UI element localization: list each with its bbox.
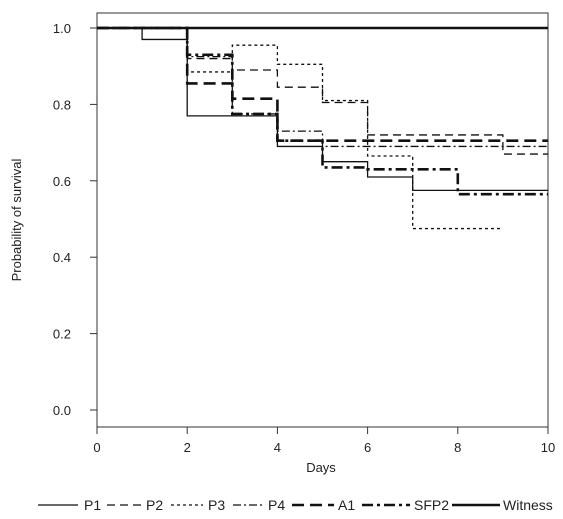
x-tick-label: 10 xyxy=(541,440,555,455)
y-tick-label: 1.0 xyxy=(53,21,71,36)
x-tick-label: 8 xyxy=(454,440,461,455)
x-axis-label: Days xyxy=(306,460,336,475)
x-tick-label: 4 xyxy=(274,440,281,455)
plot-frame xyxy=(96,12,549,428)
y-axis-label: Probability of survival xyxy=(9,158,24,281)
legend-label-sfp2: SFP2 xyxy=(414,497,449,513)
series-line-p3 xyxy=(97,27,503,230)
legend-label-p2: P2 xyxy=(146,497,163,513)
chart-axes: 0 2 4 6 8 10 0.0 0.2 0.4 0.6 0.8 1.0 xyxy=(53,12,555,455)
x-tick-label: 0 xyxy=(93,440,100,455)
y-tick-label: 0.4 xyxy=(53,250,71,265)
chart-series-layer xyxy=(97,26,548,230)
legend-label-witness: Witness xyxy=(503,497,553,513)
x-tick-label: 2 xyxy=(184,440,191,455)
legend-label-a1: A1 xyxy=(338,497,355,513)
y-tick-label: 0.0 xyxy=(53,403,71,418)
series-line-sfp2 xyxy=(97,26,548,196)
y-tick-label: 0.6 xyxy=(53,174,71,189)
x-tick-label: 6 xyxy=(364,440,371,455)
y-tick-label: 0.8 xyxy=(53,97,71,112)
chart-legend: P1 P2 P3 P4 A1 SFP2 Witness xyxy=(38,497,553,513)
series-line-a1 xyxy=(97,26,548,142)
legend-label-p4: P4 xyxy=(268,497,285,513)
series-line-p2 xyxy=(97,27,548,155)
series-line-p1 xyxy=(97,27,548,191)
legend-label-p1: P1 xyxy=(84,497,101,513)
legend-label-p3: P3 xyxy=(208,497,225,513)
y-tick-label: 0.2 xyxy=(53,327,71,342)
